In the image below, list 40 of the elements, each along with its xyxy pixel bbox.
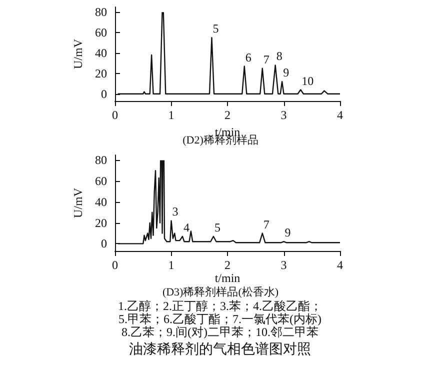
x-tick-label: 1	[168, 108, 174, 122]
y-tick-label: 80	[95, 153, 107, 168]
y-axis-title: U/mV	[71, 38, 86, 69]
y-tick-label: 0	[101, 236, 107, 251]
annotation: 8	[276, 49, 282, 64]
y-tick-label: 40	[95, 46, 107, 60]
text: (D2)稀释剂样品	[182, 134, 258, 146]
annotation: 5	[212, 22, 219, 36]
x-tick-label: 3	[280, 108, 287, 122]
y-tick-label: 20	[95, 66, 107, 80]
annotation: 9	[284, 226, 291, 240]
annotation: 7	[263, 217, 270, 232]
x-tick-label: 1	[168, 258, 174, 272]
x-tick-label: 3	[280, 258, 287, 272]
y-tick-label: 40	[95, 194, 107, 209]
x-axis-title: t/min	[214, 270, 240, 285]
x-tick-label: 4	[337, 258, 343, 272]
text: (D3)稀释剂样品(松香水)	[162, 286, 279, 298]
y-tick-label: 80	[95, 5, 107, 20]
x-tick-label: 2	[224, 258, 230, 272]
y-tick-label: 0	[101, 86, 107, 101]
y-tick-label: 60	[95, 26, 107, 40]
annotation: 4	[184, 220, 190, 234]
annotation: 9	[283, 66, 290, 80]
annotation: 10	[302, 74, 314, 88]
annotation: 7	[263, 52, 270, 66]
annotation: 3	[172, 204, 178, 219]
text: 5.甲苯；6.乙酸丁酯；7.一氯代苯(内标)	[118, 312, 322, 326]
x-tick-label: 0	[112, 108, 118, 122]
text: 1.乙醇；2.正丁醇；3.苯；4.乙酸乙酯；	[118, 299, 322, 313]
annotation: 5	[214, 220, 220, 234]
x-tick-label: 0	[112, 258, 118, 272]
x-tick-label: 4	[337, 108, 343, 122]
text: 8.乙苯；9.间(对)二甲苯；10.邻二甲苯	[122, 325, 318, 339]
x-tick-label: 2	[224, 108, 230, 122]
y-tick-label: 60	[95, 174, 107, 188]
text: 油漆稀释剂的气相色谱图对照	[129, 342, 311, 358]
y-tick-label: 20	[95, 216, 107, 230]
annotation: 6	[245, 50, 252, 64]
y-axis-title: U/mV	[71, 188, 86, 218]
